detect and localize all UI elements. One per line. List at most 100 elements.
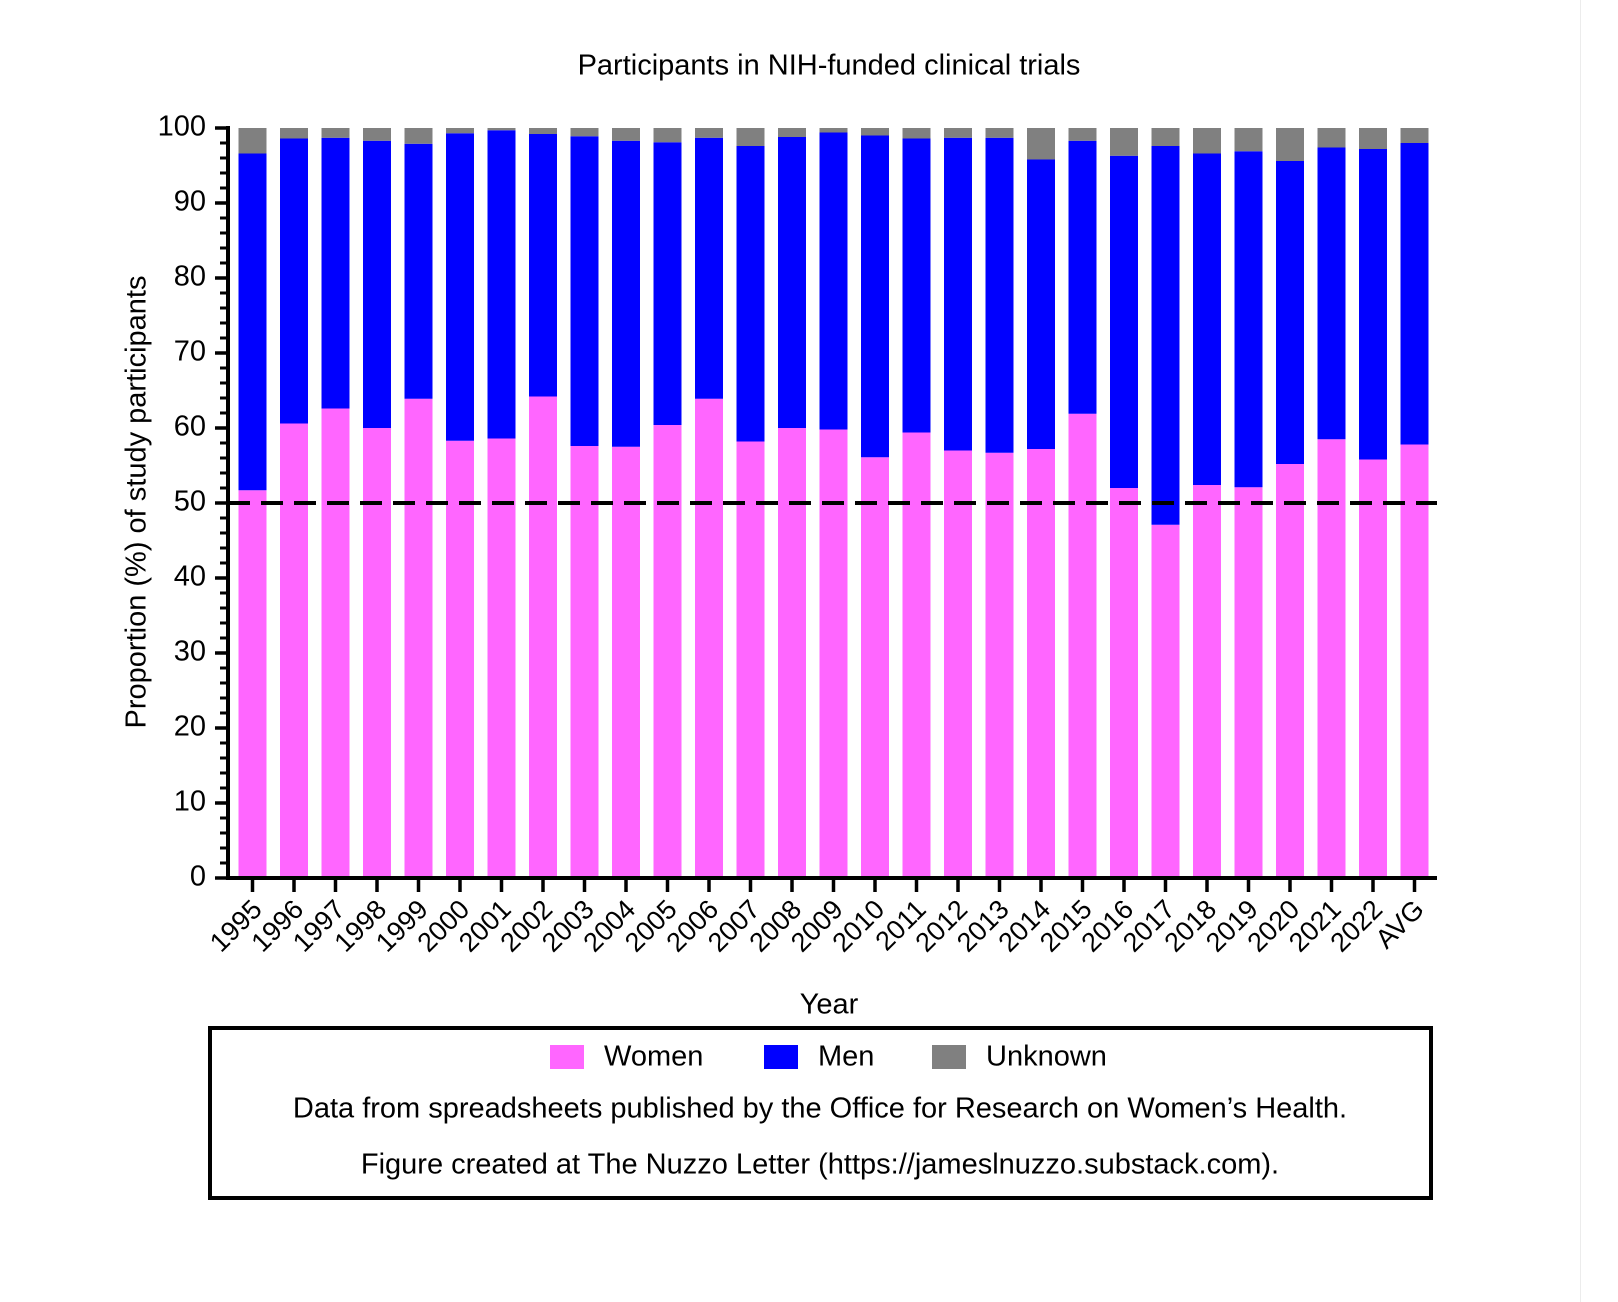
bar-unknown-2017 [1151,128,1180,146]
bar-men-2019 [1234,151,1263,488]
bar-women-2021 [1317,439,1346,878]
bar-unknown-1998 [363,128,391,141]
bar-men-1998 [363,140,391,428]
chart-title: Participants in NIH-funded clinical tria… [578,50,1081,82]
x-tick-label: AVG [1370,894,1430,954]
y-axis: 0 10 20 30 40 50 60 70 80 90 100 [158,111,230,893]
bar-unknown-2000 [446,128,474,134]
y-axis-label: Proportion (%) of study participants [121,276,153,729]
y-tick-label: 0 [190,861,206,893]
bar-women-2022 [1359,459,1387,878]
bar-unknown-1997 [321,128,350,138]
bar-men-2017 [1151,146,1180,525]
bar-women-avg [1400,444,1429,878]
bar-women-2001 [487,438,516,878]
bar-unknown-2008 [778,128,806,137]
bar-women-2015 [1068,413,1097,878]
bar-women-2008 [778,428,806,878]
bar-women-2020 [1276,464,1304,878]
y-tick-label: 90 [174,186,206,218]
legend-swatch-men [764,1045,798,1069]
bar-women-2007 [736,441,765,878]
y-tick-label: 20 [174,711,206,743]
bar-men-2007 [736,146,765,442]
bar-women-2003 [570,446,599,878]
bar-unknown-2011 [902,128,931,139]
legend-label-men: Men [818,1041,874,1073]
bar-unknown-2002 [529,128,557,134]
bars-group [238,128,1429,878]
bar-women-2010 [861,457,889,878]
bar-women-2019 [1234,487,1263,878]
bar-women-2004 [612,446,640,878]
legend-note: Figure created at The Nuzzo Letter (http… [361,1149,1279,1181]
bar-women-2002 [529,396,557,878]
bar-men-avg [1400,143,1429,445]
bar-unknown-2018 [1193,128,1221,154]
bar-men-2006 [695,137,723,399]
bar-men-2014 [1027,159,1055,449]
y-tick-label: 10 [174,786,206,818]
legend-swatch-unknown [932,1045,966,1069]
bar-unknown-2015 [1068,128,1097,141]
bar-men-2009 [819,132,848,430]
bar-women-2016 [1110,488,1138,878]
bar-men-2008 [778,137,806,428]
y-tick-label: 30 [174,636,206,668]
bar-women-1997 [321,408,350,878]
bar-unknown-2019 [1234,128,1263,152]
bar-men-1995 [238,153,267,491]
bar-women-1998 [363,428,391,878]
bar-women-2009 [819,429,848,878]
bar-men-2002 [529,134,557,397]
y-tick-label: 50 [174,486,206,518]
bar-men-2021 [1317,147,1346,440]
bar-women-2005 [653,425,682,878]
bar-unknown-2021 [1317,128,1346,148]
bar-men-2000 [446,133,474,441]
bar-men-2001 [487,130,516,439]
y-tick-label: 40 [174,561,206,593]
bar-men-2011 [902,138,931,433]
bar-unknown-1995 [238,128,267,154]
bar-men-1996 [280,138,308,424]
bar-unknown-2001 [487,128,516,131]
bar-men-2018 [1193,153,1221,485]
bar-unknown-2020 [1276,128,1304,161]
bar-unknown-2022 [1359,128,1387,149]
bar-men-1997 [321,137,350,409]
bar-unknown-2016 [1110,128,1138,156]
legend-label-unknown: Unknown [986,1041,1107,1073]
bar-unknown-2005 [653,128,682,143]
y-tick-label: 60 [174,411,206,443]
bar-men-1999 [404,143,433,399]
bar-women-2006 [695,398,723,878]
bar-unknown-2010 [861,128,889,136]
bar-unknown-2004 [612,128,640,141]
bar-women-2018 [1193,485,1221,878]
bar-unknown-avg [1400,128,1429,143]
bar-unknown-2003 [570,128,599,137]
bar-men-2003 [570,136,599,446]
bar-unknown-1999 [404,128,433,144]
legend-note: Data from spreadsheets published by the … [293,1093,1347,1125]
bar-unknown-2014 [1027,128,1055,160]
bar-women-2017 [1151,524,1180,878]
bar-women-2014 [1027,449,1055,878]
bar-unknown-2009 [819,128,848,133]
bar-women-2012 [944,450,972,878]
legend-box: Women Men Unknown Data from spreadsheets pu… [208,1026,1433,1200]
bar-men-2005 [653,142,682,425]
bar-unknown-2006 [695,128,723,138]
bar-women-1995 [238,490,267,878]
bar-women-1996 [280,423,308,878]
bar-men-2015 [1068,140,1097,414]
legend-frame [208,1026,1433,1200]
bar-unknown-2013 [985,128,1014,138]
legend-label-women: Women [604,1041,703,1073]
x-axis: 1995199619971998199920002001200220032004… [204,876,1437,958]
legend-swatch-women [550,1045,584,1069]
bar-unknown-1996 [280,128,308,139]
bar-women-2013 [985,452,1014,878]
